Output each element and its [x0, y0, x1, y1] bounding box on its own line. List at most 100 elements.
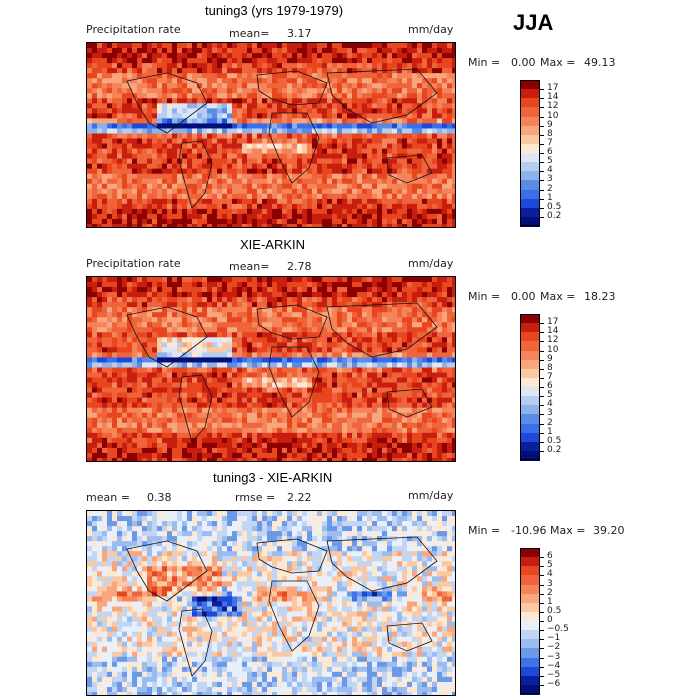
colorbar-swatch — [520, 405, 540, 415]
colorbar-tick-label: 1 — [547, 426, 553, 437]
panel1-min-label: Min = — [468, 56, 501, 69]
colorbar-swatch — [520, 171, 540, 181]
panel3-rmse-label: rmse = — [235, 491, 276, 504]
panel3-min-value: -10.96 — [511, 524, 547, 537]
panel3-min-label: Min = — [468, 524, 501, 537]
colorbar-tick-label: 0 — [547, 615, 553, 625]
colorbar-tick-label: 14 — [547, 326, 559, 337]
panel1-mean-value: 3.17 — [287, 27, 312, 40]
colorbar-swatch — [520, 189, 540, 200]
colorbar-swatch — [520, 630, 540, 640]
colorbar-swatch — [520, 153, 540, 163]
colorbar-swatch — [520, 639, 540, 649]
colorbar-swatch — [520, 648, 540, 658]
colorbar-swatch — [520, 684, 540, 695]
colorbar-tick-label: 14 — [547, 92, 559, 103]
panel3-mean-label: mean = — [86, 491, 130, 504]
colorbar-swatch — [520, 107, 540, 117]
panel1-mean-label: mean= — [229, 27, 270, 40]
colorbar-tick-label: −4 — [547, 660, 561, 671]
colorbar-swatch — [520, 450, 540, 461]
panel3-max-label: Max = — [550, 524, 586, 537]
colorbar-tick-label: 0.5 — [547, 201, 562, 212]
colorbar-tick-label: 7 — [547, 137, 553, 148]
colorbar-swatch — [520, 89, 540, 99]
colorbar-tick-label: 2 — [547, 183, 553, 194]
colorbar-swatch — [520, 575, 540, 585]
colorbar-tick-label: 7 — [547, 371, 553, 382]
panel1-units: mm/day — [408, 23, 454, 36]
colorbar-tick-label: 6 — [547, 147, 553, 157]
colorbar-swatch — [520, 387, 540, 397]
colorbar-swatch — [520, 314, 540, 324]
colorbar-swatch — [520, 602, 540, 613]
colorbar-tick-label: 12 — [547, 335, 559, 346]
panel1-min-value: 0.00 — [511, 56, 536, 69]
colorbar-tick-label: 0.2 — [547, 210, 562, 221]
panel1-max-label: Max = — [540, 56, 576, 69]
colorbar-swatch — [520, 675, 540, 686]
panel3-mean-value: 0.38 — [147, 491, 172, 504]
panel3-title: tuning3 - XIE-ARKIN — [213, 470, 333, 485]
colorbar-tick-label: 5 — [547, 390, 553, 401]
colorbar-tick-label: 0.5 — [547, 435, 562, 446]
colorbar-tick-label: −3 — [547, 651, 561, 662]
panel2-min-label: Min = — [468, 290, 501, 303]
colorbar-swatch — [520, 125, 540, 136]
colorbar-tick-label: 8 — [547, 128, 553, 139]
panel1-colorbar: 17 14 12 10 9 8 7 6 5 4 3 2 1 0.5 0.2 — [520, 80, 580, 227]
colorbar-swatch — [520, 332, 540, 342]
colorbar-swatch — [520, 180, 540, 190]
colorbar-tick-label: 9 — [547, 353, 553, 364]
panel2-min-value: 0.00 — [511, 290, 536, 303]
season-label: JJA — [513, 10, 554, 35]
colorbar-tick-label: 5 — [547, 560, 553, 571]
colorbar-swatch — [520, 377, 540, 388]
colorbar-tick-label: 3 — [547, 578, 553, 589]
colorbar-tick-label: 6 — [547, 551, 553, 562]
colorbar-swatch — [520, 198, 540, 209]
colorbar-tick-label: 9 — [547, 119, 553, 130]
panel1-max-value: 49.13 — [584, 56, 616, 69]
colorbar-swatch — [520, 432, 540, 443]
colorbar-tick-label: −0.5 — [547, 624, 569, 635]
colorbar-tick-label: 0.2 — [547, 444, 562, 455]
colorbar-tick-label: 2 — [547, 587, 553, 598]
colorbar-swatch — [520, 441, 540, 452]
panel3-units: mm/day — [408, 489, 454, 502]
colorbar-swatch — [520, 621, 540, 631]
colorbar-tick-label: 2 — [547, 417, 553, 428]
colorbar-tick-label: 0.5 — [547, 605, 562, 616]
colorbar-tick-label: −5 — [547, 669, 561, 680]
colorbar-swatch — [520, 593, 540, 604]
panel2-units: mm/day — [408, 257, 454, 270]
colorbar-tick-label: 12 — [547, 101, 559, 112]
colorbar-swatch — [520, 548, 540, 558]
colorbar-swatch — [520, 414, 540, 424]
colorbar-tick-label: 6 — [547, 381, 553, 391]
colorbar-tick-label: 17 — [547, 317, 559, 328]
colorbar-tick-label: 4 — [547, 399, 553, 410]
colorbar-tick-label: −1 — [547, 633, 561, 644]
colorbar-tick-label: 8 — [547, 362, 553, 373]
colorbar-swatch — [520, 396, 540, 406]
colorbar-swatch — [520, 116, 540, 127]
colorbar-swatch — [520, 143, 540, 154]
panel3-max-value: 39.20 — [593, 524, 625, 537]
colorbar-swatch — [520, 566, 540, 576]
panel2-max-value: 18.23 — [584, 290, 616, 303]
colorbar-swatch — [520, 98, 540, 108]
colorbar-tick-label: −2 — [547, 642, 561, 653]
colorbar-swatch — [520, 359, 540, 370]
colorbar-swatch — [520, 657, 540, 668]
panel1-precip-map — [86, 42, 456, 228]
panel2-variable-label: Precipitation rate — [86, 257, 181, 270]
colorbar-tick-label: −6 — [547, 678, 561, 689]
colorbar-swatch — [520, 611, 540, 622]
colorbar-swatch — [520, 584, 540, 595]
colorbar-swatch — [520, 666, 540, 677]
panel3-colorbar: 6 5 4 3 2 1 0.5 0 −0.5 −1 −2 −3 −4 −5 −6 — [520, 548, 580, 695]
panel1-variable-label: Precipitation rate — [86, 23, 181, 36]
colorbar-tick-label: 10 — [547, 344, 559, 355]
colorbar-tick-label: 3 — [547, 408, 553, 419]
